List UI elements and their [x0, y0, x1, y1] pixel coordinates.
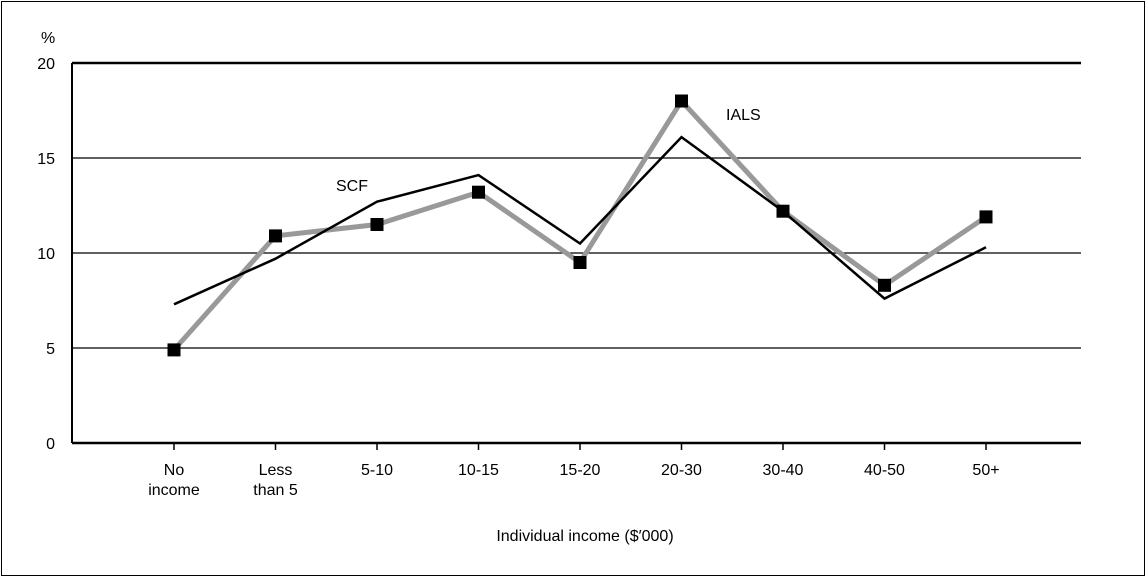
y-tick-label: 15: [37, 151, 55, 168]
x-tick-label: income: [148, 482, 200, 499]
gridlines: [72, 61, 1081, 349]
data-point-ials: [472, 185, 485, 199]
series-line-scf: [173, 135, 987, 306]
x-axis-title: Individual income ($′000): [496, 528, 673, 545]
series-labels: SCF IALS: [336, 107, 761, 195]
series-markers: [167, 94, 993, 357]
series-label-scf: SCF: [336, 178, 368, 195]
data-point-ials: [878, 278, 891, 292]
x-tick-label: 30-40: [763, 462, 804, 479]
data-point-ials: [370, 218, 384, 231]
x-tick-label: No: [164, 462, 185, 479]
x-tick-label: 15-20: [560, 462, 601, 479]
x-tick-label: 40-50: [864, 462, 905, 479]
x-tick-label: 5-10: [361, 462, 393, 479]
y-tick-label: 10: [37, 246, 55, 263]
x-tick-label: 20-30: [661, 462, 702, 479]
axes: 0 5 10 15 20 No income Less than 5 5-10 10-15 15-20…: [37, 56, 1081, 499]
y-tick-label: 20: [37, 56, 55, 73]
data-point-ials: [573, 256, 587, 269]
y-tick-label: 0: [46, 436, 55, 453]
series-label-ials: IALS: [726, 107, 761, 124]
y-tick-label: 5: [46, 341, 55, 358]
x-tick-label: Less: [259, 462, 293, 479]
x-tick-label: 50+: [972, 462, 999, 479]
series-line-ials: [172, 96, 988, 352]
data-point-ials: [269, 229, 282, 243]
data-point-ials: [979, 210, 993, 224]
data-point-ials: [776, 204, 790, 218]
data-point-ials: [167, 343, 181, 357]
y-axis-unit-label: %: [41, 30, 55, 47]
x-tick-label: than 5: [253, 482, 298, 499]
series-lines: [172, 96, 988, 352]
x-tick-label: 10-15: [458, 462, 499, 479]
data-point-ials: [675, 94, 688, 108]
